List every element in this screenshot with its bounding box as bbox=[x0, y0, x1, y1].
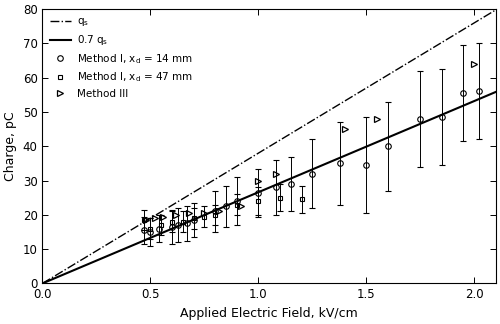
X-axis label: Applied Electric Field, kV/cm: Applied Electric Field, kV/cm bbox=[180, 307, 358, 320]
Legend: $\mathdefault{q_s}$, 0.7 $\mathdefault{q_s}$, Method I, $\mathdefault{x_d}$ = 14: $\mathdefault{q_s}$, 0.7 $\mathdefault{q… bbox=[46, 13, 196, 102]
Y-axis label: Charge, pC: Charge, pC bbox=[4, 111, 17, 181]
